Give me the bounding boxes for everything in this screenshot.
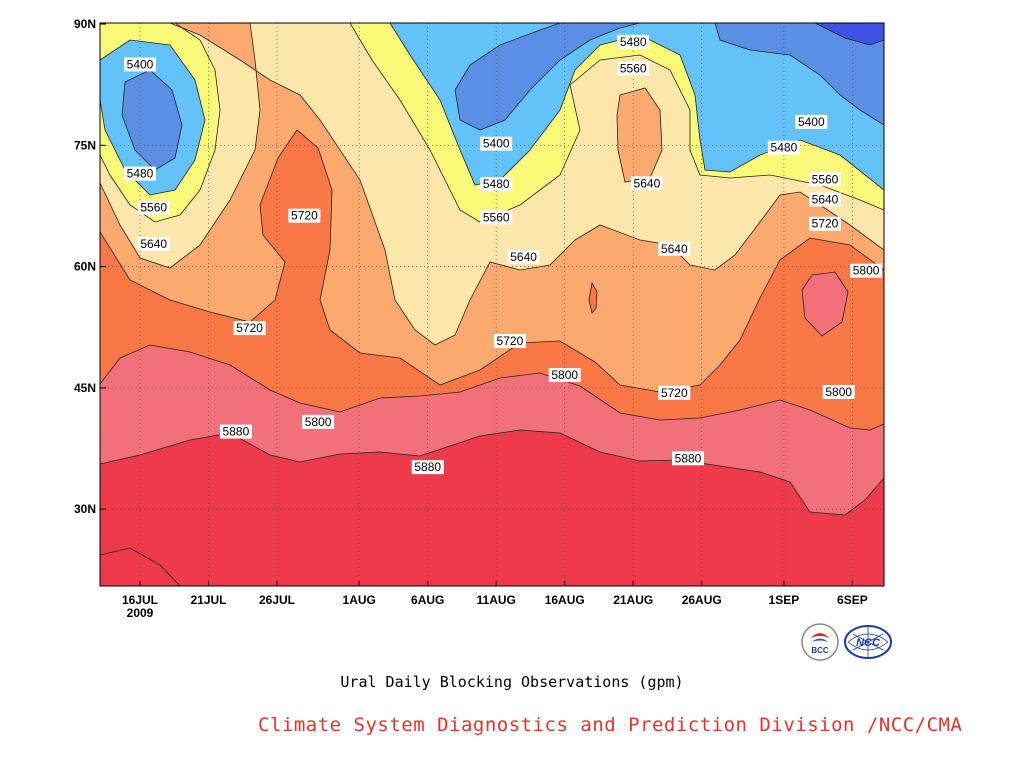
contour-label: 5400 (798, 115, 825, 129)
x-tick-label: 21AUG (613, 593, 653, 607)
plot-frame (99, 22, 885, 587)
contour-label: 5880 (223, 425, 250, 439)
contour-label-bg (809, 216, 841, 231)
contour-label: 5720 (497, 334, 524, 348)
contour-label: 5560 (812, 172, 839, 186)
chart-title: Ural Daily Blocking Observations (gpm) (340, 673, 684, 691)
y-tick-label: 30N (74, 502, 96, 516)
contour-label: 5480 (127, 167, 154, 181)
contour-label: 5720 (812, 217, 839, 231)
contour-label-bg (822, 384, 855, 399)
contour-label: 5640 (634, 176, 661, 190)
contour-label: 5480 (620, 35, 647, 49)
contour-label: 5880 (675, 451, 702, 465)
contour-lines (100, 23, 884, 586)
credit-line: Climate System Diagnostics and Predictio… (258, 714, 963, 736)
contour-label-bg (137, 236, 170, 251)
contour-label: 5640 (510, 250, 537, 264)
y-tick-label: 45N (74, 381, 96, 395)
contour-label-bg (288, 208, 321, 223)
contour-label-bg (493, 334, 526, 349)
contour-label: 5720 (291, 209, 318, 223)
contour-label: 5400 (483, 137, 510, 151)
contour-label: 5800 (853, 264, 880, 278)
band-5640-5720-blob (617, 88, 662, 182)
contour-label-bg (548, 367, 581, 382)
contour-label: 5720 (661, 386, 688, 400)
bcc-logo: BCC (800, 622, 840, 662)
contour-label-bg (617, 61, 650, 76)
contour-label-bg (480, 177, 513, 192)
contour-label: 5640 (140, 237, 167, 251)
contour-label-bg (672, 451, 704, 466)
contour-label-bg (658, 241, 691, 256)
contour-label: 5400 (127, 57, 154, 71)
x-tick-sublabel: 2009 (127, 606, 154, 620)
contour-label-bg (507, 249, 540, 264)
contour-label: 5800 (825, 385, 852, 399)
contour-label: 5880 (414, 460, 441, 474)
x-tick-label: 6AUG (411, 593, 444, 607)
contour-label-bg (767, 140, 800, 155)
contour-label: 5800 (305, 415, 332, 429)
contour-label: 5560 (620, 61, 647, 75)
contour-label: 5480 (771, 141, 798, 155)
contour-label: 5480 (483, 177, 510, 191)
ncc-logo-icon: NCC (844, 625, 892, 659)
y-axis: 30N 45N 60N 75N 90N (74, 17, 106, 516)
contour-label-bg (809, 192, 841, 207)
contour-label-bg (124, 166, 156, 181)
y-tick-label: 90N (74, 17, 96, 31)
x-tick-label: 6SEP (837, 593, 868, 607)
contour-label: 5560 (483, 210, 510, 224)
x-tick-label: 11AUG (477, 593, 516, 607)
ncc-logo-text: NCC (856, 637, 881, 649)
contour-label-bg (850, 263, 883, 278)
bcc-logo-text: BCC (811, 646, 829, 655)
contour-label: 5640 (661, 242, 688, 256)
contour-label-bg (411, 460, 444, 475)
plot-area: 5400548055605640572057205880580058805400… (100, 23, 884, 586)
x-tick-label: 16AUG (545, 593, 585, 607)
contour-label-bg (219, 424, 252, 439)
contour-label-bg (795, 114, 828, 129)
contour-label-bg (137, 200, 170, 215)
contour-label: 5560 (140, 201, 167, 215)
contour-label: 5640 (812, 192, 839, 206)
x-tick-label: 16JUL (122, 593, 158, 607)
bcc-logo-icon: BCC (801, 623, 839, 661)
ncc-logo: NCC (843, 622, 893, 662)
contour-labels: 5400548055605640572057205880580058805400… (124, 34, 883, 475)
contour-label-bg (617, 34, 650, 49)
x-tick-label: 21JUL (190, 593, 226, 607)
contour-label-bg (480, 136, 513, 151)
contour-label-bg (658, 385, 691, 400)
contour-label-bg (809, 172, 841, 187)
contour-label: 5720 (236, 321, 263, 335)
contour-label: 5800 (551, 368, 578, 382)
band-5800-5880-island (802, 272, 848, 336)
contour-label-bg (630, 176, 663, 191)
x-tick-label: 26AUG (682, 593, 722, 607)
contour-label-bg (233, 321, 266, 336)
x-tick-label: 1AUG (343, 593, 376, 607)
band-below-5320 (815, 23, 884, 45)
contour-label-bg (124, 57, 156, 72)
x-tick-label: 26JUL (259, 593, 295, 607)
x-tick-label: 1SEP (769, 593, 800, 607)
contour-label-bg (480, 210, 513, 225)
band-5320-5400 (122, 23, 884, 170)
y-tick-label: 75N (74, 138, 96, 152)
y-tick-label: 60N (74, 260, 96, 274)
contour-label-bg (302, 414, 335, 429)
